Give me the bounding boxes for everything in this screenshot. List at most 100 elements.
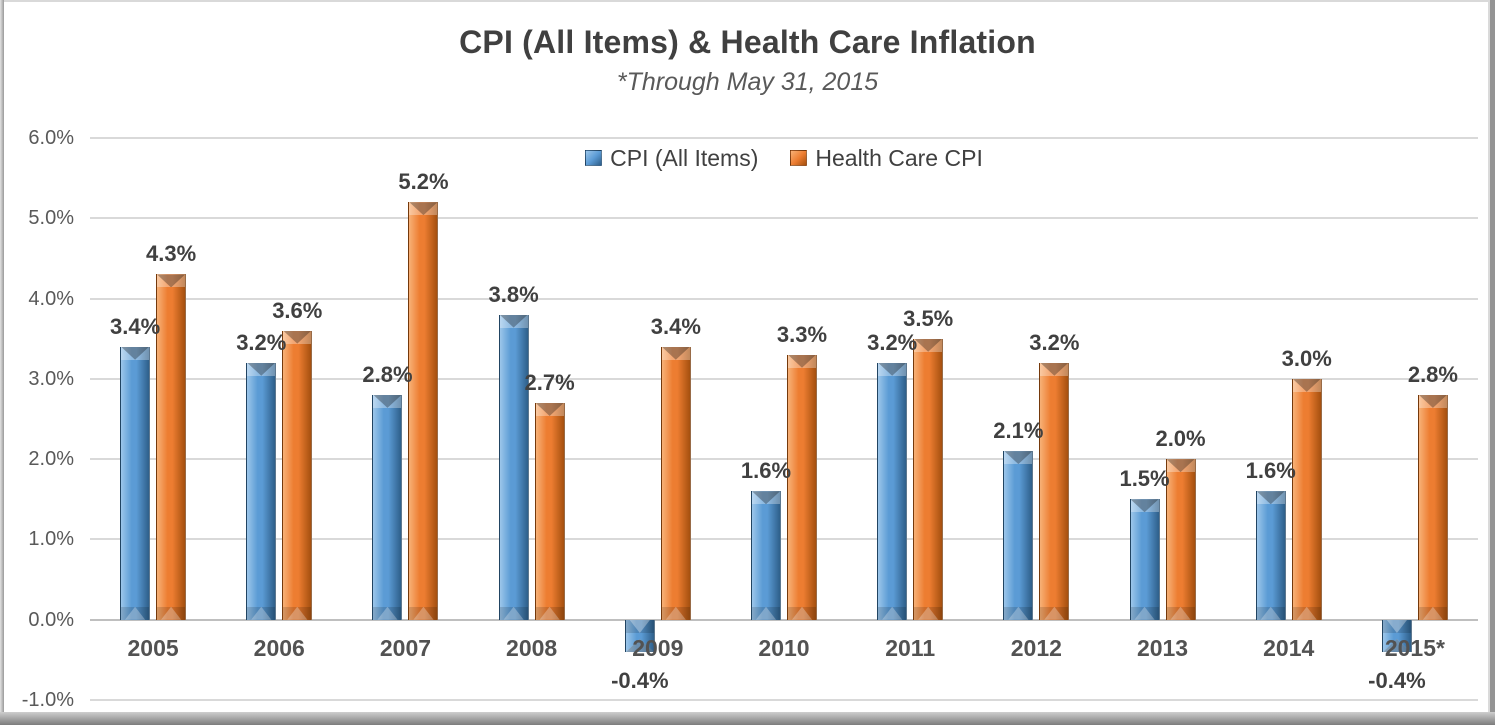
data-label-cpi-2006: 3.2% bbox=[236, 329, 287, 355]
bar-healthcare-2009 bbox=[660, 346, 691, 620]
y-axis-tick-label: 0.0% bbox=[28, 608, 74, 631]
bar-healthcare-2008 bbox=[534, 402, 565, 620]
bar-healthcare-2005 bbox=[156, 274, 187, 620]
bar-cpi-2012 bbox=[1003, 451, 1034, 620]
data-label-healthcare-2012: 3.2% bbox=[1029, 329, 1080, 355]
bar-bevel-cap bbox=[625, 638, 654, 652]
chart-title: CPI (All Items) & Health Care Inflation bbox=[459, 24, 1036, 60]
data-label-healthcare-2011: 3.5% bbox=[903, 305, 954, 331]
x-axis-label-2012: 2012 bbox=[1010, 634, 1062, 661]
data-label-healthcare-2010: 3.3% bbox=[776, 321, 828, 347]
bar-base-bevel bbox=[788, 606, 816, 620]
frame-edge-right bbox=[1488, 0, 1495, 725]
data-label-cpi-2014: 1.6% bbox=[1245, 458, 1296, 484]
bar-base-bevel bbox=[752, 606, 780, 620]
gridline bbox=[90, 297, 1478, 300]
data-label-healthcare-2014: 3.0% bbox=[1281, 345, 1332, 371]
bar-bevel-cap bbox=[914, 338, 943, 352]
data-label-healthcare-2009: 3.4% bbox=[650, 313, 701, 339]
data-label-cpi-2007: 2.8% bbox=[362, 361, 413, 387]
bar-bevel-cap bbox=[788, 354, 816, 368]
bar-cpi-2014 bbox=[1255, 491, 1286, 620]
frame-edge-bottom bbox=[0, 712, 1495, 725]
data-label-cpi-2010: 1.6% bbox=[740, 458, 792, 484]
bar-base-bevel bbox=[121, 606, 150, 620]
data-label-cpi-2012: 2.1% bbox=[993, 418, 1044, 444]
bar-cpi-2009 bbox=[624, 619, 655, 652]
bar-cpi-2005 bbox=[120, 346, 151, 620]
frame-edge-left bbox=[0, 0, 4, 725]
data-label-cpi-2009: -0.4% bbox=[611, 667, 669, 693]
bar-bevel-cap bbox=[1130, 499, 1159, 513]
bar-bevel-cap bbox=[878, 362, 907, 376]
legend-item-cpi: CPI (All Items) bbox=[585, 145, 758, 172]
bar-base-bevel bbox=[283, 606, 312, 620]
x-axis-label-2014: 2014 bbox=[1263, 634, 1315, 661]
bar-healthcare-2015* bbox=[1417, 394, 1448, 620]
bar-bevel-cap bbox=[1040, 362, 1069, 376]
gridline bbox=[90, 137, 1478, 139]
legend-marker-healthcare-icon bbox=[790, 150, 808, 166]
bar-bevel-cap bbox=[283, 330, 312, 344]
frame-edge-top bbox=[0, 0, 1495, 2]
y-axis-tick-label: -1.0% bbox=[21, 689, 74, 711]
x-axis-label-2009: 2009 bbox=[632, 634, 684, 661]
data-label-cpi-2015*: -0.4% bbox=[1368, 667, 1426, 693]
bar-base-bevel bbox=[1130, 606, 1159, 620]
y-axis-tick-label: 5.0% bbox=[28, 207, 74, 230]
bar-base-bevel bbox=[1004, 606, 1033, 620]
y-axis-tick-label: 3.0% bbox=[28, 367, 74, 390]
x-axis-label-2013: 2013 bbox=[1136, 634, 1189, 661]
y-axis-tick-label: 4.0% bbox=[28, 287, 74, 310]
bar-bevel-cap bbox=[752, 491, 780, 505]
y-axis-tick-label: 2.0% bbox=[28, 448, 74, 471]
x-axis-label-2007: 2007 bbox=[379, 634, 432, 661]
gridline bbox=[90, 458, 1478, 461]
data-label-cpi-2011: 3.2% bbox=[867, 329, 918, 355]
data-label-healthcare-2015*: 2.8% bbox=[1407, 361, 1458, 387]
bar-healthcare-2007 bbox=[408, 202, 439, 620]
bar-healthcare-2012 bbox=[1039, 362, 1070, 620]
data-label-healthcare-2007: 5.2% bbox=[398, 169, 449, 195]
bar-base-bevel bbox=[1040, 606, 1069, 620]
x-axis-label-2006: 2006 bbox=[253, 634, 305, 661]
legend-label-healthcare: Health Care CPI bbox=[815, 144, 983, 171]
bar-base-bevel bbox=[1418, 606, 1447, 620]
data-label-cpi-2008: 3.8% bbox=[488, 281, 539, 307]
bar-healthcare-2013 bbox=[1165, 459, 1196, 620]
bar-cpi-2008 bbox=[498, 314, 529, 620]
x-axis-label-2008: 2008 bbox=[506, 634, 558, 661]
y-axis-tick-label: 6.0% bbox=[28, 127, 74, 149]
bar-cpi-2010 bbox=[751, 491, 781, 620]
bar-base-bevel bbox=[409, 606, 438, 620]
bar-bevel-cap bbox=[661, 346, 690, 360]
legend-label-cpi: CPI (All Items) bbox=[610, 144, 759, 171]
bar-healthcare-2006 bbox=[282, 330, 313, 620]
bar-base-bevel bbox=[1256, 606, 1285, 620]
x-axis-label-2015*: 2015* bbox=[1384, 634, 1445, 661]
bar-bevel-cap bbox=[157, 274, 186, 288]
bar-bevel-cap bbox=[1256, 491, 1285, 505]
bar-base-bevel bbox=[1382, 619, 1411, 633]
zero-axis-line bbox=[90, 618, 1478, 621]
bar-base-bevel bbox=[373, 606, 402, 620]
bar-base-bevel bbox=[157, 606, 186, 620]
bar-base-bevel bbox=[1292, 606, 1321, 620]
data-label-healthcare-2013: 2.0% bbox=[1155, 426, 1206, 452]
bar-bevel-cap bbox=[373, 394, 402, 408]
data-label-cpi-2013: 1.5% bbox=[1119, 466, 1170, 492]
y-axis-tick-label: 1.0% bbox=[28, 528, 74, 551]
bar-base-bevel bbox=[661, 606, 690, 620]
bar-base-bevel bbox=[625, 619, 654, 633]
x-axis-label-2005: 2005 bbox=[127, 634, 179, 661]
legend-item-healthcare: Health Care CPI bbox=[790, 144, 983, 172]
bar-base-bevel bbox=[247, 606, 276, 620]
bar-healthcare-2010 bbox=[787, 354, 817, 620]
gridline bbox=[90, 538, 1478, 541]
x-axis-label-2011: 2011 bbox=[885, 634, 936, 661]
data-label-cpi-2005: 3.4% bbox=[110, 313, 161, 339]
chart-subtitle: *Through May 31, 2015 bbox=[616, 68, 879, 96]
bar-bevel-cap bbox=[535, 402, 564, 416]
bar-cpi-2006 bbox=[246, 362, 277, 620]
